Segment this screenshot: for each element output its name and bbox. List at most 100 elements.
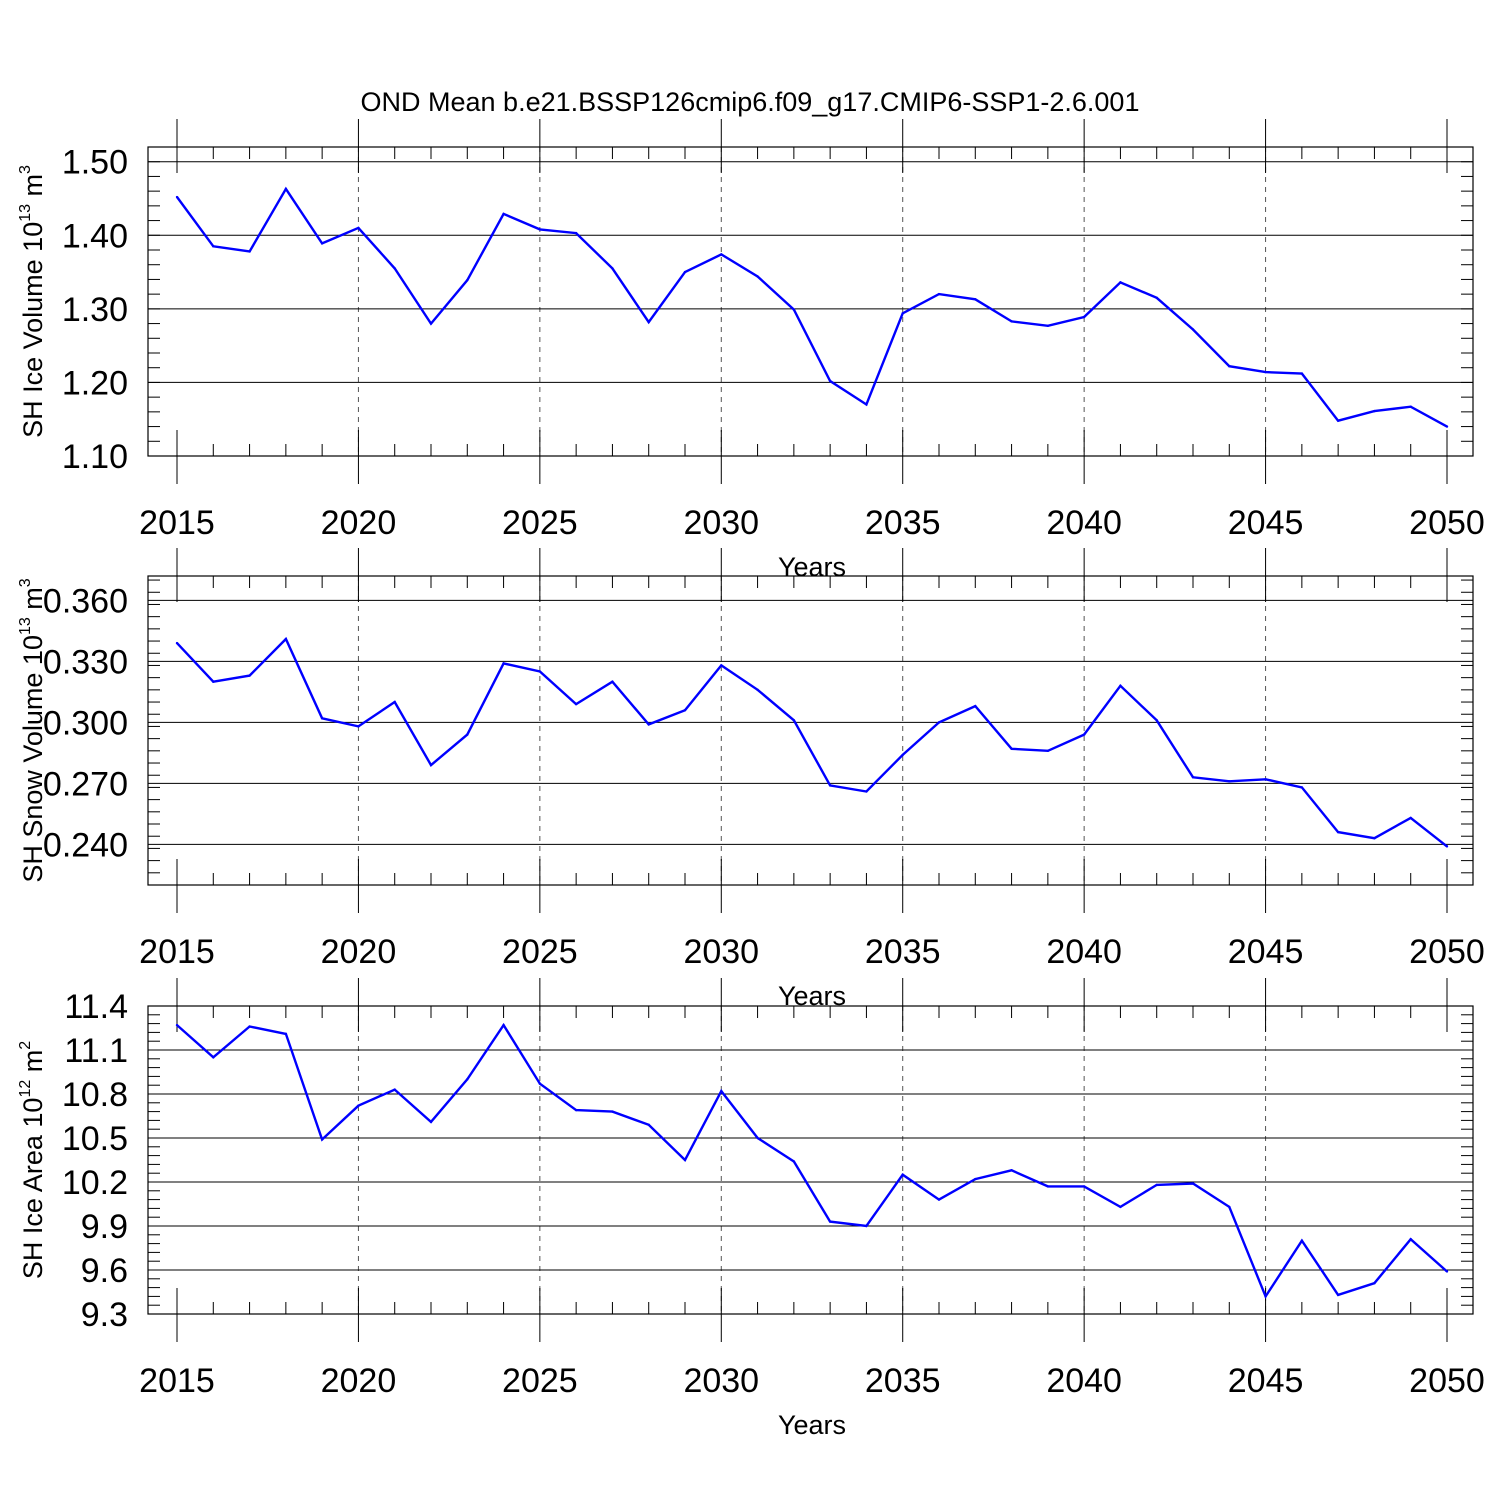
y-axis-label: SH Snow Volume 1013 m3 [17,578,48,882]
y-tick-label: 1.40 [62,217,128,255]
data-series-line [176,186,1448,428]
data-point [1010,320,1013,323]
x-tick-label: 2040 [1046,933,1122,971]
data-point [937,292,941,296]
data-point [574,1108,578,1112]
data-point [1046,1185,1050,1188]
data-point [284,187,288,191]
data-point [865,403,868,406]
data-point [393,700,396,704]
data-point [828,1220,832,1223]
x-tick-label: 2045 [1228,933,1304,971]
data-point [357,725,360,728]
data-point [611,680,614,683]
chart-panel-3: 9.3 9.6 9.9 10.2 10.5 10.8 11.1 11.4 2015 2020 202… [17,978,1485,1440]
data-point [538,670,542,673]
data-point [720,253,723,256]
data-point [538,228,542,231]
data-point [175,1023,179,1027]
data-point [212,1056,215,1059]
data-point [1264,1295,1267,1298]
data-point [1264,370,1267,374]
data-point [1336,1293,1340,1297]
data-series-line [176,1022,1448,1299]
data-point [175,195,179,199]
data-point [1445,845,1449,848]
x-tick-label: 2050 [1409,1362,1485,1400]
data-point [1082,733,1086,736]
data-point [974,298,977,301]
data-point [1155,719,1158,722]
data-point [756,688,759,692]
data-point [248,1025,251,1028]
y-tick-label: 0.300 [43,704,128,742]
y-tick-label: 1.50 [62,144,128,182]
y-tick-label: 9.3 [81,1296,128,1334]
data-point [1373,837,1376,840]
data-point [1010,747,1013,750]
data-point [284,637,288,641]
data-point [466,733,469,736]
data-point [1409,816,1412,820]
data-point [502,212,505,216]
x-tick-label: 2020 [321,1362,397,1400]
data-point [502,1023,505,1027]
data-point [683,270,687,274]
x-tick-label: 2025 [502,1362,578,1400]
data-point [901,312,904,315]
data-point [1264,778,1267,781]
data-point [429,763,433,767]
data-point [611,1110,614,1113]
y-tick-label: 0.360 [43,582,128,620]
data-point [320,242,324,245]
data-point [1228,365,1231,368]
x-tick-label: 2035 [865,1362,941,1400]
data-point [792,308,796,311]
data-point [1300,786,1304,789]
y-axis-label: SH Ice Volume 1013 m3 [17,165,48,438]
data-point [1046,324,1050,327]
x-tick-label: 2015 [139,1362,215,1400]
x-tick-label: 2030 [683,933,759,971]
data-point [974,1177,977,1181]
data-point [574,231,578,235]
data-point [1191,1182,1195,1185]
plot-frame [147,575,1474,886]
data-point [1010,1169,1013,1172]
y-axis-label: SH Ice Area 1012 m2 [17,1041,48,1279]
x-tick-label: 2040 [1046,504,1122,542]
x-tick-label: 2030 [683,1362,759,1400]
x-axis-label: Years [778,552,846,582]
data-point [212,245,215,248]
data-point [1445,1270,1449,1273]
data-point [756,1136,759,1140]
data-point [1336,419,1340,422]
data-point [1228,780,1231,783]
chart-panel-1: 1.10 1.20 1.30 1.40 1.50 2015 2020 2025 2030 2035… [17,119,1485,582]
data-point [937,721,941,724]
data-point [974,704,977,708]
data-point [1155,1183,1158,1187]
data-point [792,719,796,722]
data-point [792,1160,796,1163]
data-point [1119,281,1122,284]
x-tick-label: 2030 [683,504,759,542]
x-tick-label: 2025 [502,504,578,542]
data-point [720,664,723,667]
y-tick-label: 11.1 [64,1032,128,1070]
data-point [1445,425,1449,428]
data-series-line [176,636,1448,848]
plot-frame [147,1005,1474,1315]
data-point [901,753,904,757]
y-tick-label: 10.2 [62,1164,128,1202]
x-tick-label: 2020 [321,504,397,542]
data-point [466,278,469,282]
data-point [538,1082,542,1085]
data-point [1082,315,1086,319]
data-point [1336,830,1340,834]
x-tick-label: 2035 [865,933,941,971]
x-tick-label: 2050 [1409,504,1485,542]
data-point [502,662,505,665]
data-point [1119,684,1122,687]
